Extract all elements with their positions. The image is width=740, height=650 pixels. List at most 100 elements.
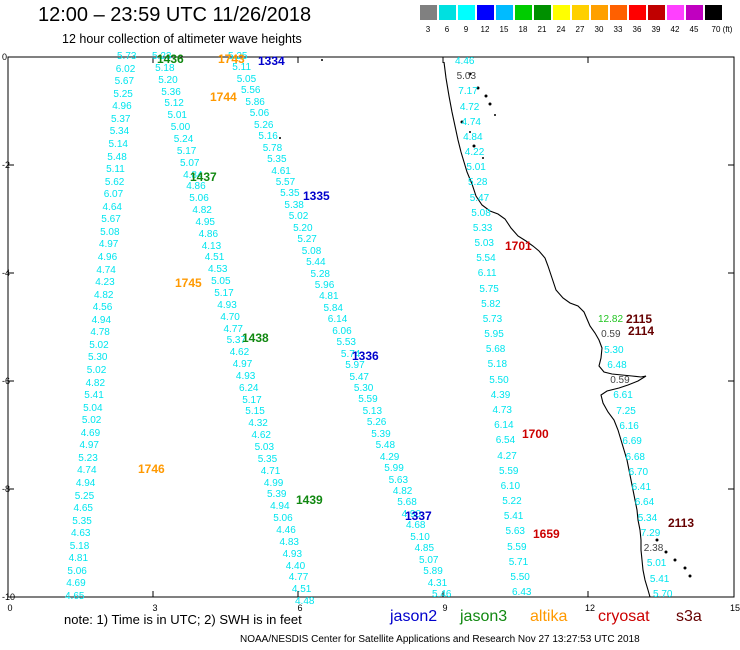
wave-height-value: 5.36 bbox=[161, 86, 181, 98]
wave-height-value: 4.82 bbox=[85, 377, 106, 389]
color-swatch bbox=[591, 5, 608, 20]
color-swatch bbox=[439, 5, 456, 20]
wave-height-value: 5.17 bbox=[214, 288, 234, 299]
wave-height-value: 5.18 bbox=[155, 62, 175, 74]
wave-height-value: 6.41 bbox=[631, 482, 652, 494]
wave-height-value: 5.57 bbox=[275, 176, 296, 188]
y-tick-label: -10 bbox=[2, 592, 16, 602]
wave-height-value: 4.81 bbox=[319, 291, 339, 303]
wave-height-value: 5.84 bbox=[323, 302, 343, 314]
wave-height-value: 5.14 bbox=[108, 138, 128, 150]
wave-height-value: 4.99 bbox=[263, 477, 284, 489]
pass-number-label: 1743 bbox=[218, 52, 245, 66]
wave-height-value: 4.51 bbox=[204, 252, 225, 264]
wave-height-value: 4.77 bbox=[288, 572, 309, 584]
wave-height-value: 5.39 bbox=[267, 489, 287, 501]
wave-height-value: 4.72 bbox=[459, 101, 480, 113]
wave-height-value: 4.32 bbox=[248, 418, 268, 430]
footnote: note: 1) Time is in UTC; 2) SWH is in fe… bbox=[64, 612, 302, 627]
wave-height-value: 4.97 bbox=[98, 239, 119, 251]
wave-height-value: 5.59 bbox=[507, 541, 527, 553]
wave-height-value: 4.85 bbox=[414, 543, 435, 555]
wave-height-value: 5.02 bbox=[288, 211, 309, 223]
wave-height-value: 5.68 bbox=[485, 344, 506, 356]
pass-number-label: 1746 bbox=[138, 462, 165, 476]
wave-height-value: 4.94 bbox=[91, 314, 112, 326]
wave-height-value: 5.16 bbox=[258, 131, 278, 143]
wave-height-value: 6.06 bbox=[332, 325, 352, 337]
wave-height-value: 4.84 bbox=[183, 169, 203, 181]
wave-height-value: 5.01 bbox=[646, 558, 667, 570]
wave-height-value: 5.78 bbox=[262, 142, 283, 154]
wave-height-value: 5.73 bbox=[117, 51, 137, 62]
color-swatch bbox=[496, 5, 513, 20]
wave-height-value: 5.28 bbox=[310, 268, 330, 280]
wave-height-value: 6.24 bbox=[239, 382, 259, 394]
wave-height-value: 5.01 bbox=[466, 162, 486, 174]
wave-height-value: 4.31 bbox=[427, 577, 448, 589]
wave-height-value: 5.68 bbox=[397, 497, 417, 509]
wave-height-value: 5.11 bbox=[232, 62, 252, 74]
wave-height-value: 5.95 bbox=[484, 329, 504, 341]
pass-number-label: 1336 bbox=[352, 349, 379, 363]
wave-height-value: 5.47 bbox=[469, 192, 490, 204]
wave-height-value: 4.62 bbox=[251, 430, 271, 442]
wave-height-value: 5.47 bbox=[349, 371, 369, 383]
wave-height-value: 5.62 bbox=[104, 176, 125, 188]
grid-ticks bbox=[8, 57, 734, 597]
wave-height-value: 4.74 bbox=[461, 116, 481, 128]
wave-height-value: 5.15 bbox=[245, 406, 265, 418]
wave-height-value: 5.82 bbox=[481, 298, 501, 310]
wave-height-value: 5.06 bbox=[273, 513, 293, 525]
wave-height-value: 4.46 bbox=[455, 56, 475, 67]
wave-height-value: 5.30 bbox=[88, 352, 108, 364]
wave-height-value: 5.26 bbox=[366, 417, 387, 429]
pass-number-label: 2115 bbox=[626, 312, 653, 326]
color-label: 3 bbox=[425, 25, 431, 34]
wave-height-value: 5.37 bbox=[111, 113, 131, 125]
wave-height-value: 4.22 bbox=[464, 147, 485, 158]
wave-height-value: 5.25 bbox=[228, 51, 248, 62]
wave-height-value: 5.35 bbox=[257, 453, 278, 465]
wave-height-value: 4.94 bbox=[270, 501, 290, 513]
wave-height-value: 6.54 bbox=[495, 435, 516, 447]
map-subtitle: 12 hour collection of altimeter wave hei… bbox=[62, 32, 302, 46]
wave-height-value: 5.10 bbox=[410, 531, 430, 543]
wave-height-value: 6.70 bbox=[628, 466, 649, 478]
wave-height-value: 5.41 bbox=[503, 511, 524, 523]
color-swatch bbox=[686, 5, 703, 20]
wave-height-value: 5.67 bbox=[114, 76, 135, 88]
wave-height-value: 4.64 bbox=[102, 201, 122, 213]
wave-height-value: 4.74 bbox=[96, 264, 116, 276]
wave-height-value: 5.02 bbox=[89, 339, 109, 351]
wave-height-value: 4.63 bbox=[71, 528, 91, 540]
wave-height-value: 5.28 bbox=[468, 177, 488, 189]
wave-height-value: 7.17 bbox=[458, 86, 478, 98]
wave-height-value: 5.17 bbox=[242, 394, 262, 406]
color-label: 12 bbox=[480, 25, 490, 34]
wave-height-value: 4.27 bbox=[497, 450, 517, 462]
wave-height-value: 5.35 bbox=[280, 188, 300, 200]
wave-height-value: 5.23 bbox=[78, 452, 98, 464]
wave-height-value: 4.93 bbox=[217, 299, 237, 311]
wave-height-value: 5.44 bbox=[306, 257, 326, 268]
wave-height-value: 4.48 bbox=[295, 596, 315, 607]
wave-height-value: 5.41 bbox=[649, 573, 670, 585]
coastline bbox=[443, 61, 651, 598]
pass-number-label: 1337 bbox=[405, 509, 432, 523]
x-tick-label: 3 bbox=[152, 603, 158, 613]
wave-height-value: 5.26 bbox=[254, 119, 274, 131]
wave-height-value: 4.94 bbox=[75, 478, 96, 489]
color-swatch bbox=[667, 5, 684, 20]
wave-height-value: 6.11 bbox=[477, 268, 497, 280]
color-swatch bbox=[572, 5, 589, 20]
wave-height-value: 5.25 bbox=[113, 88, 133, 100]
wave-height-value: 5.02 bbox=[81, 415, 102, 427]
wave-height-value: 5.96 bbox=[314, 279, 335, 291]
wave-height-value: 5.30 bbox=[353, 383, 374, 394]
wave-height-value: 5.41 bbox=[84, 390, 104, 402]
wave-height-value: 4.29 bbox=[379, 451, 400, 463]
legend-entry: altika bbox=[530, 608, 568, 625]
wave-height-value: 4.93 bbox=[235, 370, 256, 382]
wave-height-value: 5.59 bbox=[358, 394, 378, 406]
